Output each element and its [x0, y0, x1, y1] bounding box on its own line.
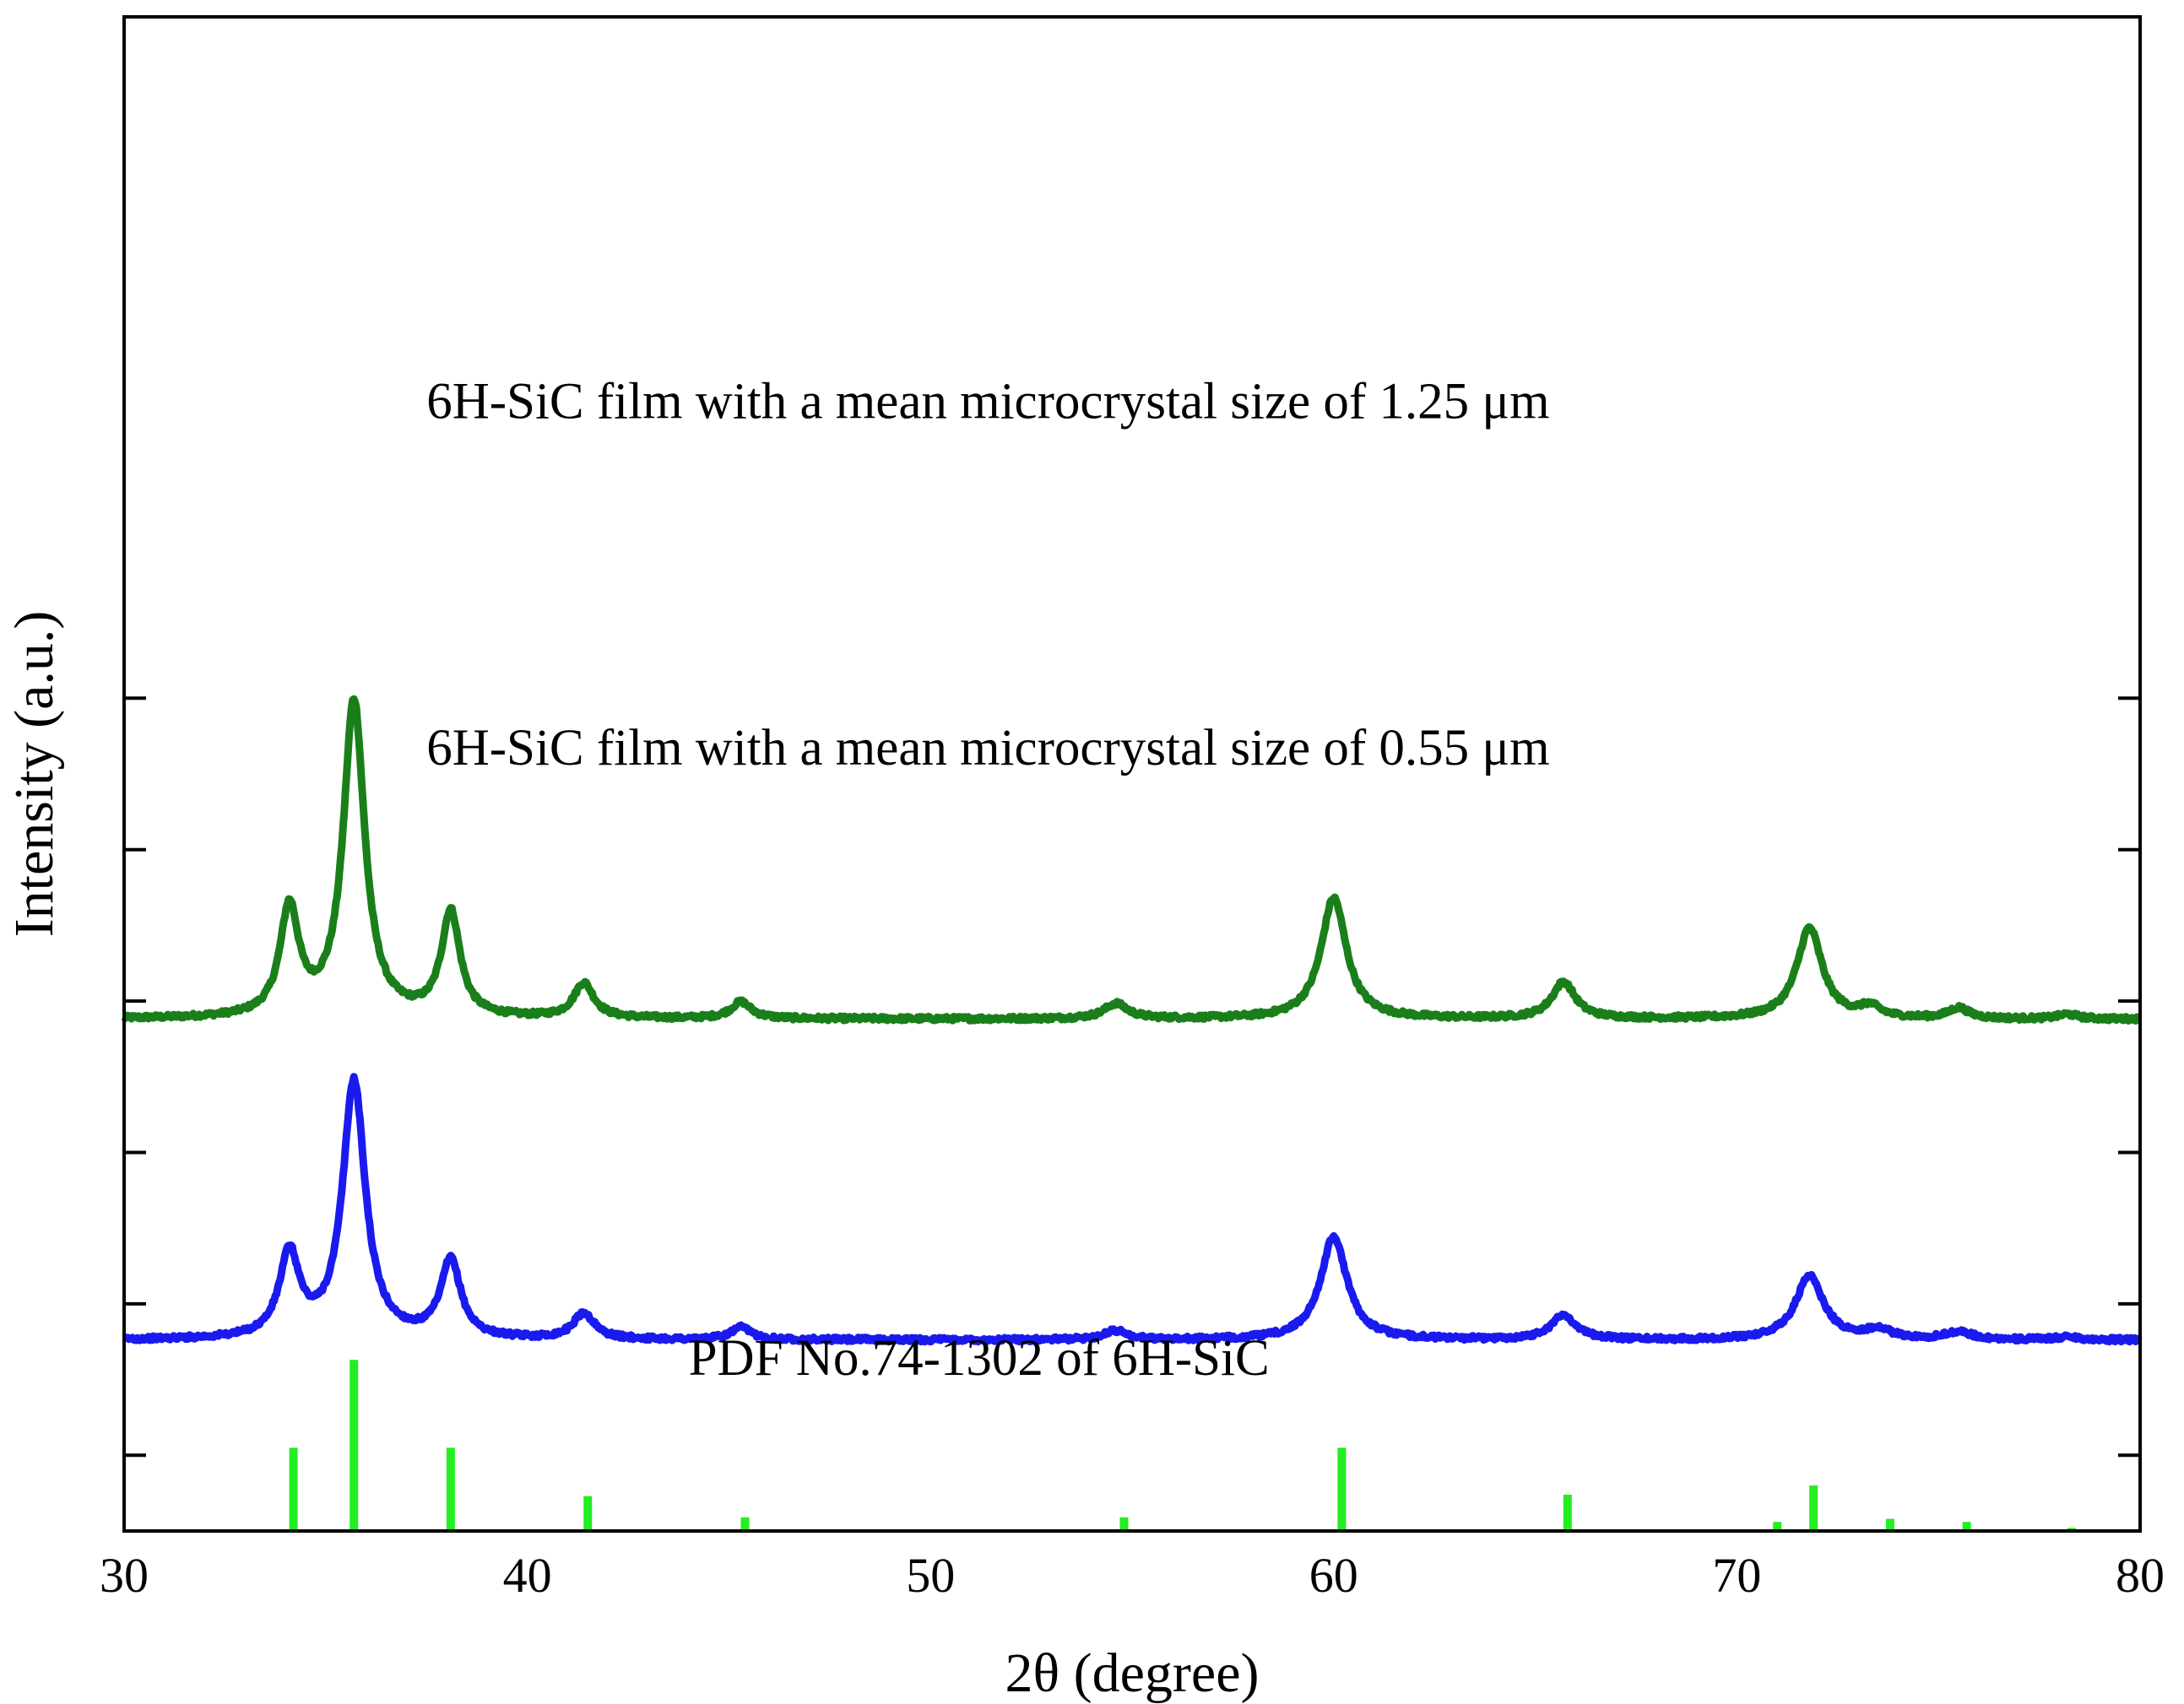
series-line [121, 695, 2143, 1025]
annotation-label_pdf: PDF No.74-1302 of 6H-SiC [689, 1330, 1270, 1387]
x-tick-labels: 30 40 50 60 70 80 [100, 1548, 2165, 1603]
annotations: 6H-SiC film with a mean microcrystal siz… [426, 373, 1549, 1387]
x-tick-label: 50 [906, 1548, 955, 1603]
x-tick-label: 30 [100, 1548, 149, 1603]
x-tick-label: 40 [503, 1548, 552, 1603]
annotation-label_125: 6H-SiC film with a mean microcrystal siz… [426, 373, 1549, 430]
x-tick-label: 70 [1712, 1548, 1761, 1603]
y-axis-title: Intensity (a.u.) [3, 611, 65, 938]
data-series [121, 695, 2143, 1346]
x-tick-label: 60 [1309, 1548, 1358, 1603]
plot-frame [122, 15, 2142, 1533]
axis-ticks [124, 696, 2140, 1458]
x-axis-title: 2θ (degree) [1005, 1642, 1260, 1704]
annotation-label_055: 6H-SiC film with a mean microcrystal siz… [426, 720, 1549, 776]
x-tick-label: 80 [2116, 1548, 2165, 1603]
series-line [121, 1073, 2143, 1346]
